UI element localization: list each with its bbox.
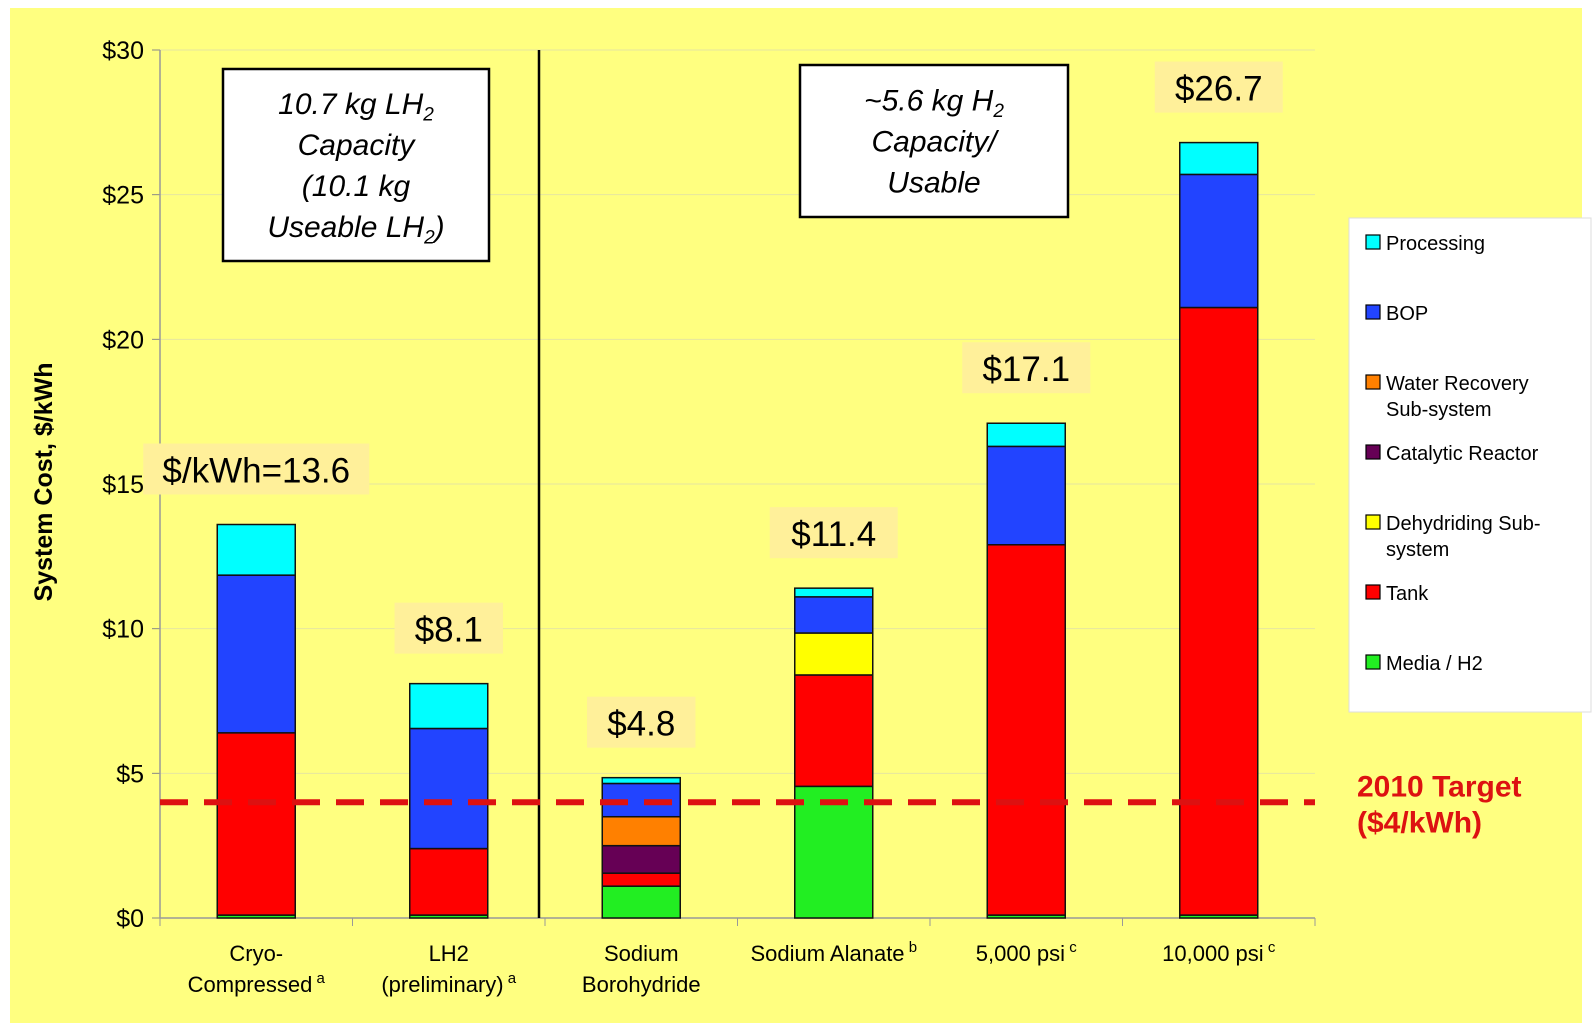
legend-swatch: [1365, 234, 1381, 250]
y-tick-label: $15: [102, 471, 144, 499]
right-annotation-box-text: ~5.6 kg H2: [864, 85, 1004, 123]
bar-segment: [409, 682, 489, 730]
y-tick-label: $0: [116, 905, 144, 933]
bar-segment: [1179, 141, 1259, 176]
axes: $0 $5 $10 $15 $20 $25 $30 Cryo- Compressed a LH2 (…: [102, 37, 1316, 997]
legend-label: Water Recovery: [1386, 373, 1529, 395]
legend-box: [1348, 217, 1592, 713]
total-label: $4.8: [607, 705, 675, 744]
y-tick-label: $5: [116, 760, 144, 788]
legend-label: system: [1386, 539, 1449, 561]
bar-segment: [601, 815, 681, 847]
legend-label: Media / H2: [1386, 653, 1483, 675]
bar-segment: [986, 544, 1066, 916]
legend-label: Catalytic Reactor: [1386, 443, 1539, 465]
x-category-label: Sodium Alanate b: [750, 939, 917, 966]
bar-segment: [601, 776, 681, 785]
total-label: $17.1: [982, 350, 1070, 389]
left-annotation-box: [221, 67, 491, 263]
target-label: ($4/kWh): [1357, 806, 1482, 839]
bar-segment: [794, 674, 874, 788]
bar-segment: [601, 885, 681, 919]
target-label: 2010 Target: [1357, 770, 1522, 803]
total-label-background: [1154, 61, 1283, 113]
legend-swatch: [1365, 514, 1381, 530]
bar-segment: [409, 847, 489, 916]
total-label-background: [143, 443, 370, 495]
legend: Processing BOP Water Recovery Sub-system Cat…: [1348, 217, 1592, 713]
bar-segment: [409, 727, 489, 850]
x-category-label: Cryo-: [229, 941, 283, 966]
legend-swatch: [1365, 304, 1381, 320]
x-category-label: LH2: [429, 941, 469, 966]
left-annotation-box-text: Capacity: [298, 129, 417, 162]
x-category-label: Sodium: [604, 941, 679, 966]
legend-label: Processing: [1386, 233, 1485, 255]
x-category-label: 10,000 psi c: [1162, 939, 1276, 966]
bar-segment: [216, 523, 296, 576]
x-category-label: Compressed a: [188, 970, 326, 997]
right-annotation-box-text: Usable: [887, 167, 980, 200]
total-labels: $/kWh=13.6 $8.1 $4.8 $11.4 $17.1 $26.7: [143, 61, 1283, 748]
total-label: $/kWh=13.6: [162, 452, 350, 491]
bars: [216, 141, 1259, 919]
bar-segment: [794, 632, 874, 676]
bar-segment: [601, 844, 681, 874]
bar-segment: [1179, 306, 1259, 916]
legend-swatch: [1365, 654, 1381, 670]
legend-label: Tank: [1386, 583, 1429, 605]
left-annotation-box-text: (10.1 kg: [302, 170, 411, 203]
legend-label: Sub-system: [1386, 399, 1492, 421]
y-tick-label: $10: [102, 616, 144, 644]
legend-label: Dehydriding Sub-: [1386, 513, 1541, 535]
left-annotation-box-text: Useable LH2): [267, 211, 444, 249]
bar-segment: [794, 785, 874, 919]
legend-swatch: [1365, 444, 1381, 460]
total-label-background: [769, 507, 898, 559]
total-label-background: [587, 696, 696, 748]
bar-segment: [794, 596, 874, 634]
y-tick-label: $25: [102, 182, 144, 210]
x-category-label: (preliminary) a: [381, 970, 516, 997]
total-label: $11.4: [791, 515, 876, 554]
legend-label: BOP: [1386, 303, 1428, 325]
x-category-label: Borohydride: [582, 972, 701, 997]
total-label: $8.1: [415, 611, 483, 650]
y-tick-label: $20: [102, 326, 144, 354]
bar-segment: [794, 587, 874, 598]
bar-segment: [216, 732, 296, 916]
total-label: $26.7: [1175, 70, 1263, 109]
left-annotation-box-text: 10.7 kg LH2: [278, 88, 434, 126]
x-category-label: 5,000 psi c: [976, 939, 1077, 966]
legend-swatch: [1365, 584, 1381, 600]
bar-segment: [1179, 173, 1259, 309]
right-annotation-box: [798, 63, 1070, 219]
bar-segment: [986, 445, 1066, 546]
y-axis-title: System Cost, $/kWh: [30, 363, 58, 602]
right-annotation-box-text: Capacity/: [871, 126, 999, 159]
y-tick-label: $30: [102, 37, 144, 65]
total-label-background: [394, 602, 503, 654]
legend-swatch: [1365, 374, 1381, 390]
bar-segment: [601, 872, 681, 887]
total-label-background: [962, 342, 1091, 394]
bar-segment: [216, 574, 296, 734]
bar-segment: [986, 422, 1066, 448]
